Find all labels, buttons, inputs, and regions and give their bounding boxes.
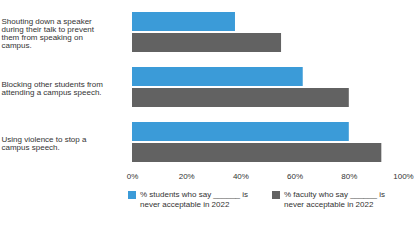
svg-text:100%: 100%: [393, 172, 413, 181]
svg-text:0%: 0%: [127, 172, 139, 181]
svg-text:20%: 20%: [179, 172, 195, 181]
svg-text:Blocking other students fromat: Blocking other students fromattending a …: [2, 80, 104, 97]
svg-text:40%: 40%: [233, 172, 249, 181]
svg-text:80%: 80%: [341, 172, 357, 181]
html-text:% faculty who say ______ is ne: % faculty who say ______ is never accept…: [284, 190, 385, 209]
svg-text:Shouting down a speakerduring: Shouting down a speakerduring their talk…: [2, 17, 95, 50]
svg-text:Using violence to stop acampus: Using violence to stop acampus speech.: [2, 135, 87, 152]
html-text:% students who say ______ is n: % students who say ______ is never accep…: [140, 190, 249, 209]
svg-text:60%: 60%: [287, 172, 303, 181]
